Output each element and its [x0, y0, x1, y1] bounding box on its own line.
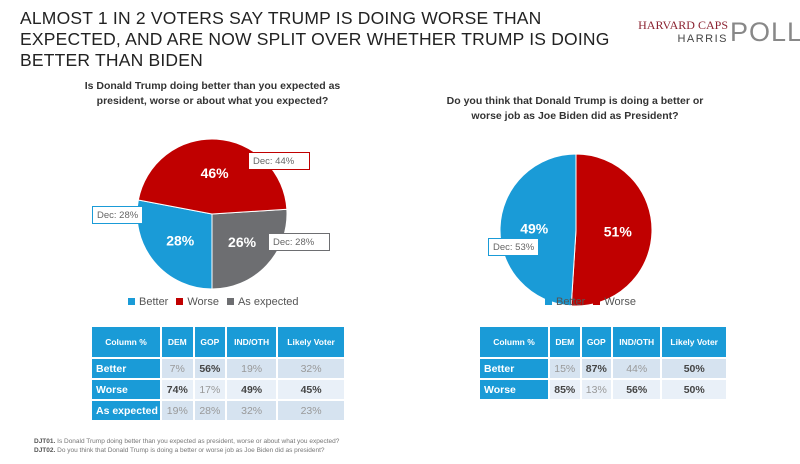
legend-worse: Worse [176, 296, 219, 308]
column-header: Likely Voter [278, 327, 344, 357]
table-cell: 23% [278, 401, 344, 420]
table-cell: 19% [162, 401, 193, 420]
table-cell: 28% [194, 401, 226, 420]
pie-slice-as-expected [211, 208, 288, 290]
column-header: DEM [550, 327, 580, 357]
chart2-legend: Better Worse [545, 296, 636, 308]
crosstab-table-2: Column % DEM GOP IND/OTH Likely Voter Better 1… [478, 325, 728, 401]
pie-chart-2: 51% 49% [499, 153, 653, 307]
column-header: GOP [194, 327, 226, 357]
table-header-row: Column % DEM GOP IND/OTH Likely Voter [92, 327, 344, 357]
table-header-row: Column % DEM GOP IND/OTH Likely Voter [480, 327, 726, 357]
table-cell: 19% [227, 359, 277, 378]
column-header: Likely Voter [662, 327, 726, 357]
table-cell: 87% [581, 359, 612, 378]
callout-better-dec-2: Dec: 53% [488, 238, 540, 256]
column-header: IND/OTH [227, 327, 277, 357]
table-row: As expected 19% 28% 32% 23% [92, 401, 344, 420]
table-cell: 17% [194, 380, 226, 399]
harvard-caps-harris-poll-logo: HARVARD CAPS HARRIS POLL [638, 14, 800, 54]
logo-line3: POLL [730, 17, 800, 47]
pie-slice-worse [570, 153, 653, 307]
table-cell: 56% [613, 380, 661, 399]
table-cell: 50% [662, 359, 726, 378]
footnote-2: DJT02. Do you think that Donald Trump is… [34, 447, 325, 454]
table-row: Better 7% 56% 19% 32% [92, 359, 344, 378]
table-cell: 32% [227, 401, 277, 420]
data-label-better: 49% [520, 221, 549, 237]
logo-line2: HARRIS [677, 33, 728, 45]
legend-better: Better [545, 296, 585, 308]
footnotes: DJT01. Is Donald Trump doing better than… [34, 437, 339, 455]
legend-worse: Worse [593, 296, 636, 308]
table-cell: 74% [162, 380, 193, 399]
data-label-worse: 51% [604, 223, 633, 239]
column-header: GOP [581, 327, 612, 357]
column-header: DEM [162, 327, 193, 357]
logo-line1: HARVARD CAPS [638, 18, 728, 32]
row-label: As expected [92, 401, 160, 420]
table-cell: 15% [550, 359, 580, 378]
row-label: Better [480, 359, 548, 378]
table-cell: 49% [227, 380, 277, 399]
table-cell: 44% [613, 359, 661, 378]
crosstab-table-1: Column % DEM GOP IND/OTH Likely Voter Better 7… [90, 325, 346, 422]
chart2-question: Do you think that Donald Trump is doing … [446, 95, 704, 122]
table-cell: 7% [162, 359, 193, 378]
row-label: Worse [480, 380, 548, 399]
table-cell: 45% [278, 380, 344, 399]
table-cell: 13% [581, 380, 612, 399]
legend-as-expected: As expected [226, 296, 299, 308]
row-label: Worse [92, 380, 160, 399]
table-row: Better 15% 87% 44% 50% [480, 359, 726, 378]
callout-better-dec: Dec: 28% [92, 206, 144, 224]
callout-asexpected-dec: Dec: 28% [268, 233, 330, 251]
table-cell: 50% [662, 380, 726, 399]
pie-slice-better [499, 153, 577, 307]
legend-better: Better [128, 296, 168, 308]
chart1-question: Is Donald Trump doing better than you ex… [84, 80, 341, 107]
table-cell: 85% [550, 380, 580, 399]
table-row: Worse 74% 17% 49% 45% [92, 380, 344, 399]
column-header: IND/OTH [613, 327, 661, 357]
data-label-better: 28% [166, 232, 195, 248]
table-cell: 56% [194, 359, 226, 378]
table-cell: 32% [278, 359, 344, 378]
row-label: Better [92, 359, 160, 378]
chart1-legend: Better Worse As expected [128, 296, 299, 308]
column-header: Column % [480, 327, 548, 357]
slide-title: ALMOST 1 IN 2 VOTERS SAY TRUMP IS DOING … [20, 8, 610, 70]
data-label-worse: 46% [201, 165, 230, 181]
column-header: Column % [92, 327, 160, 357]
callout-worse-dec: Dec: 44% [248, 152, 310, 170]
table-row: Worse 85% 13% 56% 50% [480, 380, 726, 399]
footnote-1: DJT01. Is Donald Trump doing better than… [34, 438, 340, 445]
data-label-as-expected: 26% [228, 234, 257, 250]
